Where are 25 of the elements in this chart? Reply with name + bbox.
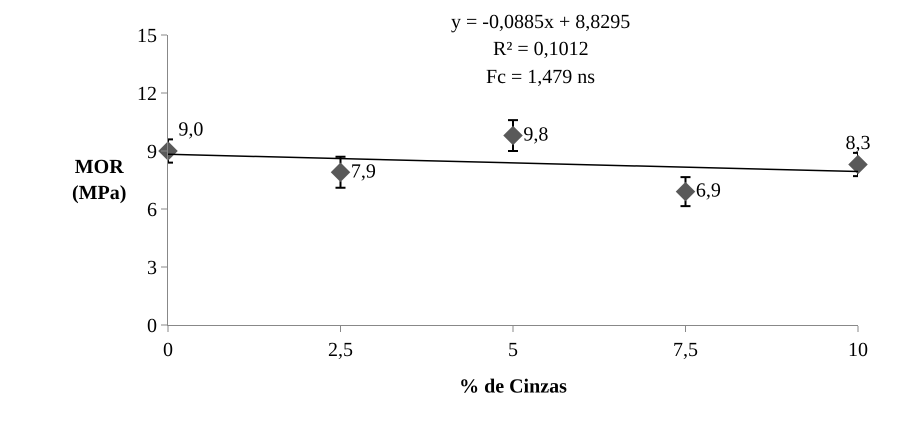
y-tick-label: 3: [147, 257, 157, 279]
x-tick-label: 0: [163, 339, 173, 361]
y-tick-label: 9: [147, 141, 157, 163]
annotation: R² = 0,1012: [493, 38, 589, 60]
y-tick-label: 12: [137, 83, 157, 105]
x-tick-label: 5: [508, 339, 518, 361]
data-label: 6,9: [696, 180, 721, 202]
annotation: Fc = 1,479 ns: [486, 66, 596, 88]
point: [848, 154, 868, 174]
x-tick-label: 2,5: [328, 339, 353, 361]
y-tick-label: 6: [147, 199, 157, 221]
y-tick-label: 15: [137, 25, 157, 47]
y-tick-label: 0: [147, 315, 157, 337]
x-tick-label: 10: [848, 339, 868, 361]
point: [503, 126, 523, 146]
point: [330, 162, 350, 182]
x-tick-label: 7,5: [673, 339, 698, 361]
x-axis-title: % de Cinzas: [459, 376, 568, 398]
data-label: 7,9: [350, 160, 376, 182]
y-axis-title: MOR (MPa): [72, 156, 126, 204]
data-label: 9,0: [178, 118, 204, 141]
text: y = -0,0885x + 8,8295: [451, 11, 630, 33]
data-label: 8,3: [846, 132, 870, 154]
point: [676, 182, 696, 202]
data-label: 9,8: [523, 124, 548, 146]
